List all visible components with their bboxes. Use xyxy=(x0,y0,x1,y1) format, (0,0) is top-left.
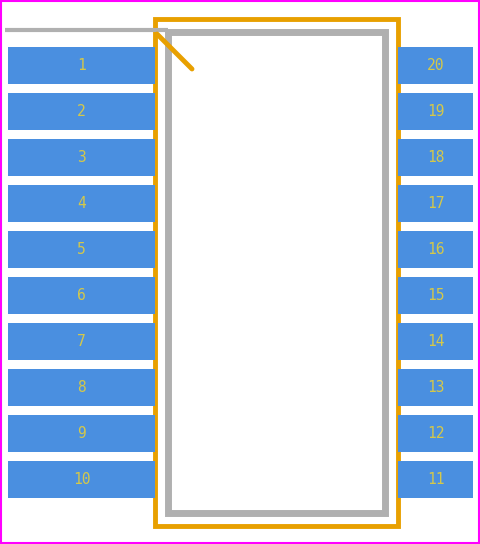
Text: 11: 11 xyxy=(427,472,444,487)
Text: 17: 17 xyxy=(427,196,444,211)
Text: 3: 3 xyxy=(77,150,86,165)
Bar xyxy=(398,139,473,176)
Text: 2: 2 xyxy=(77,104,86,119)
Bar xyxy=(8,93,155,130)
Bar xyxy=(398,323,473,360)
Bar xyxy=(8,139,155,176)
Text: 10: 10 xyxy=(73,472,90,487)
Text: 19: 19 xyxy=(427,104,444,119)
Text: 6: 6 xyxy=(77,288,86,303)
Bar xyxy=(168,32,385,513)
Text: 4: 4 xyxy=(77,196,86,211)
Bar xyxy=(398,461,473,498)
Bar xyxy=(8,185,155,222)
Bar xyxy=(8,277,155,314)
Bar xyxy=(398,231,473,268)
Bar xyxy=(398,93,473,130)
Bar xyxy=(8,415,155,452)
Text: 13: 13 xyxy=(427,380,444,395)
Text: 14: 14 xyxy=(427,334,444,349)
Bar xyxy=(8,323,155,360)
Bar xyxy=(398,415,473,452)
Text: 15: 15 xyxy=(427,288,444,303)
Text: 16: 16 xyxy=(427,242,444,257)
Text: 7: 7 xyxy=(77,334,86,349)
Bar xyxy=(398,47,473,84)
Bar xyxy=(398,369,473,406)
Bar xyxy=(8,369,155,406)
Bar xyxy=(398,185,473,222)
Text: 20: 20 xyxy=(427,58,444,73)
Text: 1: 1 xyxy=(77,58,86,73)
Text: 12: 12 xyxy=(427,426,444,441)
Bar xyxy=(8,461,155,498)
Text: 9: 9 xyxy=(77,426,86,441)
Bar xyxy=(398,277,473,314)
Bar xyxy=(155,19,398,526)
Text: 8: 8 xyxy=(77,380,86,395)
Bar xyxy=(8,47,155,84)
Text: 18: 18 xyxy=(427,150,444,165)
Bar xyxy=(8,231,155,268)
Text: 5: 5 xyxy=(77,242,86,257)
